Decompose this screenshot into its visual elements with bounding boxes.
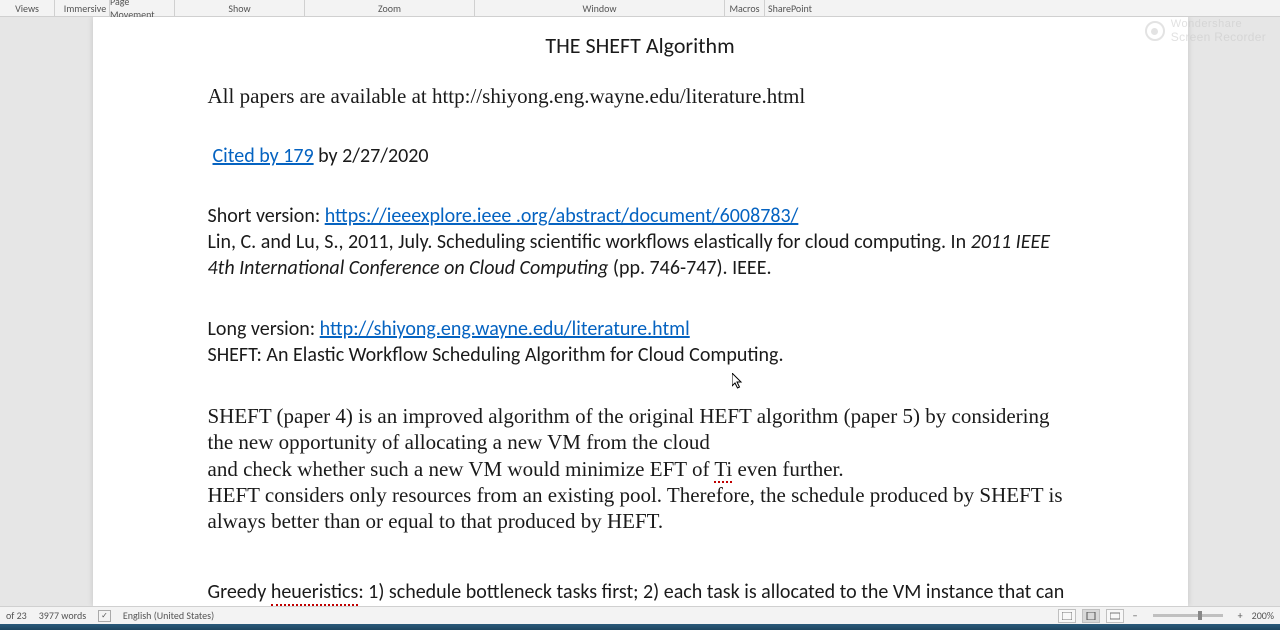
availability-text: All papers are available at http://shiyo… [208,84,1073,109]
status-bar: of 23 3977 words ✓ English (United State… [0,606,1280,624]
recorder-icon [1145,21,1165,41]
view-read-mode[interactable] [1058,609,1076,623]
document-canvas: THE SHEFT Algorithm All papers are avail… [0,17,1280,606]
cited-link[interactable]: Cited by 179 [213,144,314,168]
spellcheck-heueristics[interactable]: heueristics [271,580,359,606]
ribbon-group-page-movement: Page Movement [110,0,175,16]
zoom-out[interactable]: − [1130,609,1141,622]
ribbon-group-window: Window [475,0,725,16]
long-version-block: Long version: http://shiyong.eng.wayne.e… [208,316,1073,368]
body-serif-c: HEFT considers only resources from an ex… [208,483,1063,533]
zoom-in[interactable]: + [1235,609,1246,622]
ribbon-group-macros: Macros [725,0,765,16]
cited-line: Cited by 179 by 2/27/2020 [213,144,1073,168]
greedy-pre: Greedy [208,580,271,604]
body-serif-b-post: even further. [732,457,843,481]
document-title: THE SHEFT Algorithm [208,32,1073,59]
long-version-prefix: Long version: [208,317,320,341]
ribbon-group-sharepoint: SharePoint [765,0,815,16]
body-paragraph-serif: SHEFT (paper 4) is an improved algorithm… [208,403,1073,534]
spellcheck-ti[interactable]: Ti [714,457,732,483]
view-print-layout[interactable] [1082,609,1100,623]
short-version-link[interactable]: https://ieeexplore.ieee .org/abstract/do… [325,204,799,228]
windows-taskbar[interactable] [0,624,1280,630]
watermark-line2: Screen Recorder [1171,30,1266,44]
long-version-desc: SHEFT: An Elastic Workflow Scheduling Al… [208,343,784,367]
watermark-line1: Wondershare [1171,18,1266,30]
page[interactable]: THE SHEFT Algorithm All papers are avail… [93,17,1188,606]
body-serif-a: SHEFT (paper 4) is an improved algorithm… [208,404,1050,454]
ribbon-group-zoom: Zoom [305,0,475,16]
recorder-watermark: Wondershare Screen Recorder [1145,18,1266,44]
view-web-layout[interactable] [1106,609,1124,623]
status-proof-icon[interactable]: ✓ [98,610,111,622]
short-citation-a: Lin, C. and Lu, S., 2011, July. Scheduli… [208,230,971,254]
greedy-paragraph: Greedy heueristics: 1) schedule bottlene… [208,579,1073,606]
short-citation-b: (pp. 746-747). IEEE. [608,256,771,280]
ribbon-group-show: Show [175,0,305,16]
ribbon-group-immersive: Immersive [55,0,110,16]
long-version-link[interactable]: http://shiyong.eng.wayne.edu/literature.… [320,317,690,341]
body-serif-b-pre: and check whether such a new VM would mi… [208,457,715,481]
cited-suffix: by 2/27/2020 [314,144,429,168]
short-version-block: Short version: https://ieeexplore.ieee .… [208,203,1073,281]
ribbon-group-views: Views [0,0,55,16]
zoom-thumb[interactable] [1198,611,1202,620]
status-language[interactable]: English (United States) [123,609,214,622]
zoom-level[interactable]: 200% [1252,609,1274,622]
short-version-prefix: Short version: [208,204,325,228]
status-page[interactable]: of 23 [6,609,27,622]
ribbon-group-labels: Views Immersive Page Movement Show Zoom … [0,0,1280,17]
status-words[interactable]: 3977 words [39,609,86,622]
zoom-slider[interactable] [1153,614,1223,617]
